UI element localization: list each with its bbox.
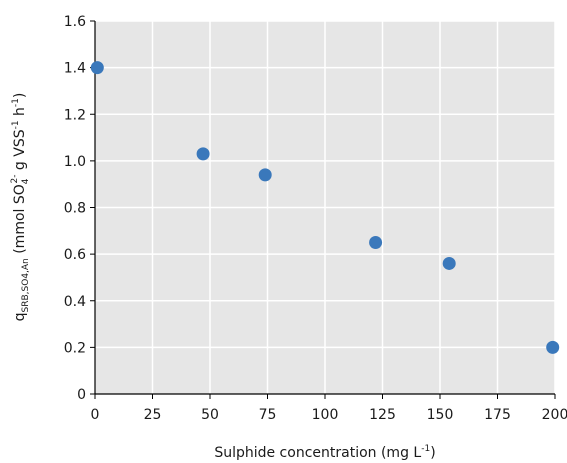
x-tick-label: 200	[542, 407, 567, 423]
y-tick-label: 1.4	[64, 61, 86, 77]
y-tick-label: 0.2	[64, 340, 86, 356]
x-tick-label: 125	[369, 407, 396, 423]
data-point	[90, 61, 104, 75]
data-point	[442, 256, 456, 270]
y-axis-ticks: 0 0.2 0.4 0.6 0.8 1.0 1.2 1.4 1.6	[64, 14, 95, 403]
data-point	[196, 147, 210, 161]
y-axis-title-part3: h	[12, 107, 28, 120]
y-axis-title-so4-sub: 4	[21, 178, 31, 184]
y-tick-label: 0	[77, 387, 86, 403]
x-tick-label: 175	[484, 407, 511, 423]
y-tick-label: 0.8	[64, 201, 86, 217]
y-axis-title-close: )	[12, 93, 28, 98]
grid-lines	[95, 20, 556, 394]
y-tick-label: 1.0	[64, 154, 86, 170]
y-tick-label: 0.6	[64, 247, 86, 263]
x-axis-title: Sulphide concentration (mg L-1)	[214, 444, 435, 461]
data-point	[258, 168, 272, 182]
y-axis-title-part2: g VSS	[12, 129, 28, 174]
data-points	[90, 61, 560, 354]
x-tick-label: 100	[312, 407, 339, 423]
x-axis-ticks: 0 25 50 75 100 125 150 175 200	[91, 394, 567, 423]
y-axis-title: qSRB,SO4,An (mmol SO42- g VSS-1 h-1)	[10, 93, 31, 322]
x-tick-label: 50	[201, 407, 219, 423]
y-tick-label: 1.6	[64, 14, 86, 30]
x-tick-label: 150	[427, 407, 454, 423]
x-tick-label: 0	[91, 407, 100, 423]
y-axis-title-part1: (mmol SO	[12, 184, 28, 258]
y-axis-title-so4-sup: 2-	[10, 175, 20, 184]
x-axis-title-base: Sulphide concentration (mg L	[214, 445, 421, 461]
data-point	[546, 340, 560, 354]
x-tick-label: 25	[144, 407, 162, 423]
y-axis-title-h-sup: -1	[11, 98, 21, 107]
x-tick-label: 75	[259, 407, 277, 423]
x-axis-title-close: )	[430, 445, 435, 461]
y-axis-title-q: q	[12, 312, 28, 321]
y-axis-title-q-sub: SRB,SO4,An	[21, 258, 31, 312]
y-tick-label: 0.4	[64, 294, 86, 310]
y-axis-title-vss-sup: -1	[11, 120, 21, 129]
data-point	[369, 235, 383, 249]
y-tick-label: 1.2	[64, 107, 86, 123]
x-axis-title-sup: -1	[421, 444, 430, 454]
